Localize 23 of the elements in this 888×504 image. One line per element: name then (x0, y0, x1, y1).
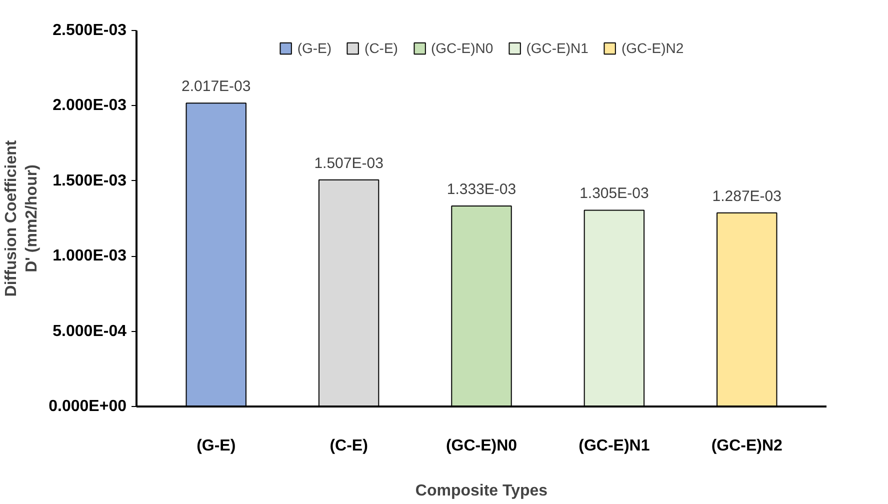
legend-label: (GC-E)N1 (526, 40, 588, 56)
data-label: 1.287E-03 (712, 188, 782, 205)
legend-label: (G-E) (297, 40, 332, 56)
x-tick-label: (GC-E)N1 (578, 438, 650, 454)
x-tick-label: (G-E) (196, 438, 236, 454)
x-tick-label: (GC-E)N0 (446, 438, 518, 454)
x-axis-title: Composite Types (415, 482, 548, 500)
data-label: 1.507E-03 (314, 154, 384, 172)
legend-label: (GC-E)N2 (621, 40, 684, 56)
legend-label: (C-E) (364, 40, 398, 56)
data-label: 1.305E-03 (580, 185, 649, 202)
legend-label: (GC-E)N0 (430, 40, 494, 56)
y-tick-label: 1.000E-03 (52, 248, 127, 265)
data-label: 1.333E-03 (446, 181, 516, 198)
y-tick-label: 1.500E-03 (52, 172, 127, 190)
y-tick-label: 2.500E-03 (52, 22, 127, 39)
x-tick-label: (C-E) (330, 438, 368, 454)
data-label: 2.017E-03 (182, 78, 251, 96)
y-tick-label: 0.000E+00 (48, 398, 127, 415)
y-tick-label: 5.000E-04 (52, 322, 127, 340)
y-axis-title: Diffusion Coefficient D' (mm2/hour) (3, 140, 41, 297)
y-tick-label: 2.000E-03 (52, 97, 127, 114)
x-tick-label: (GC-E)N2 (711, 438, 783, 454)
